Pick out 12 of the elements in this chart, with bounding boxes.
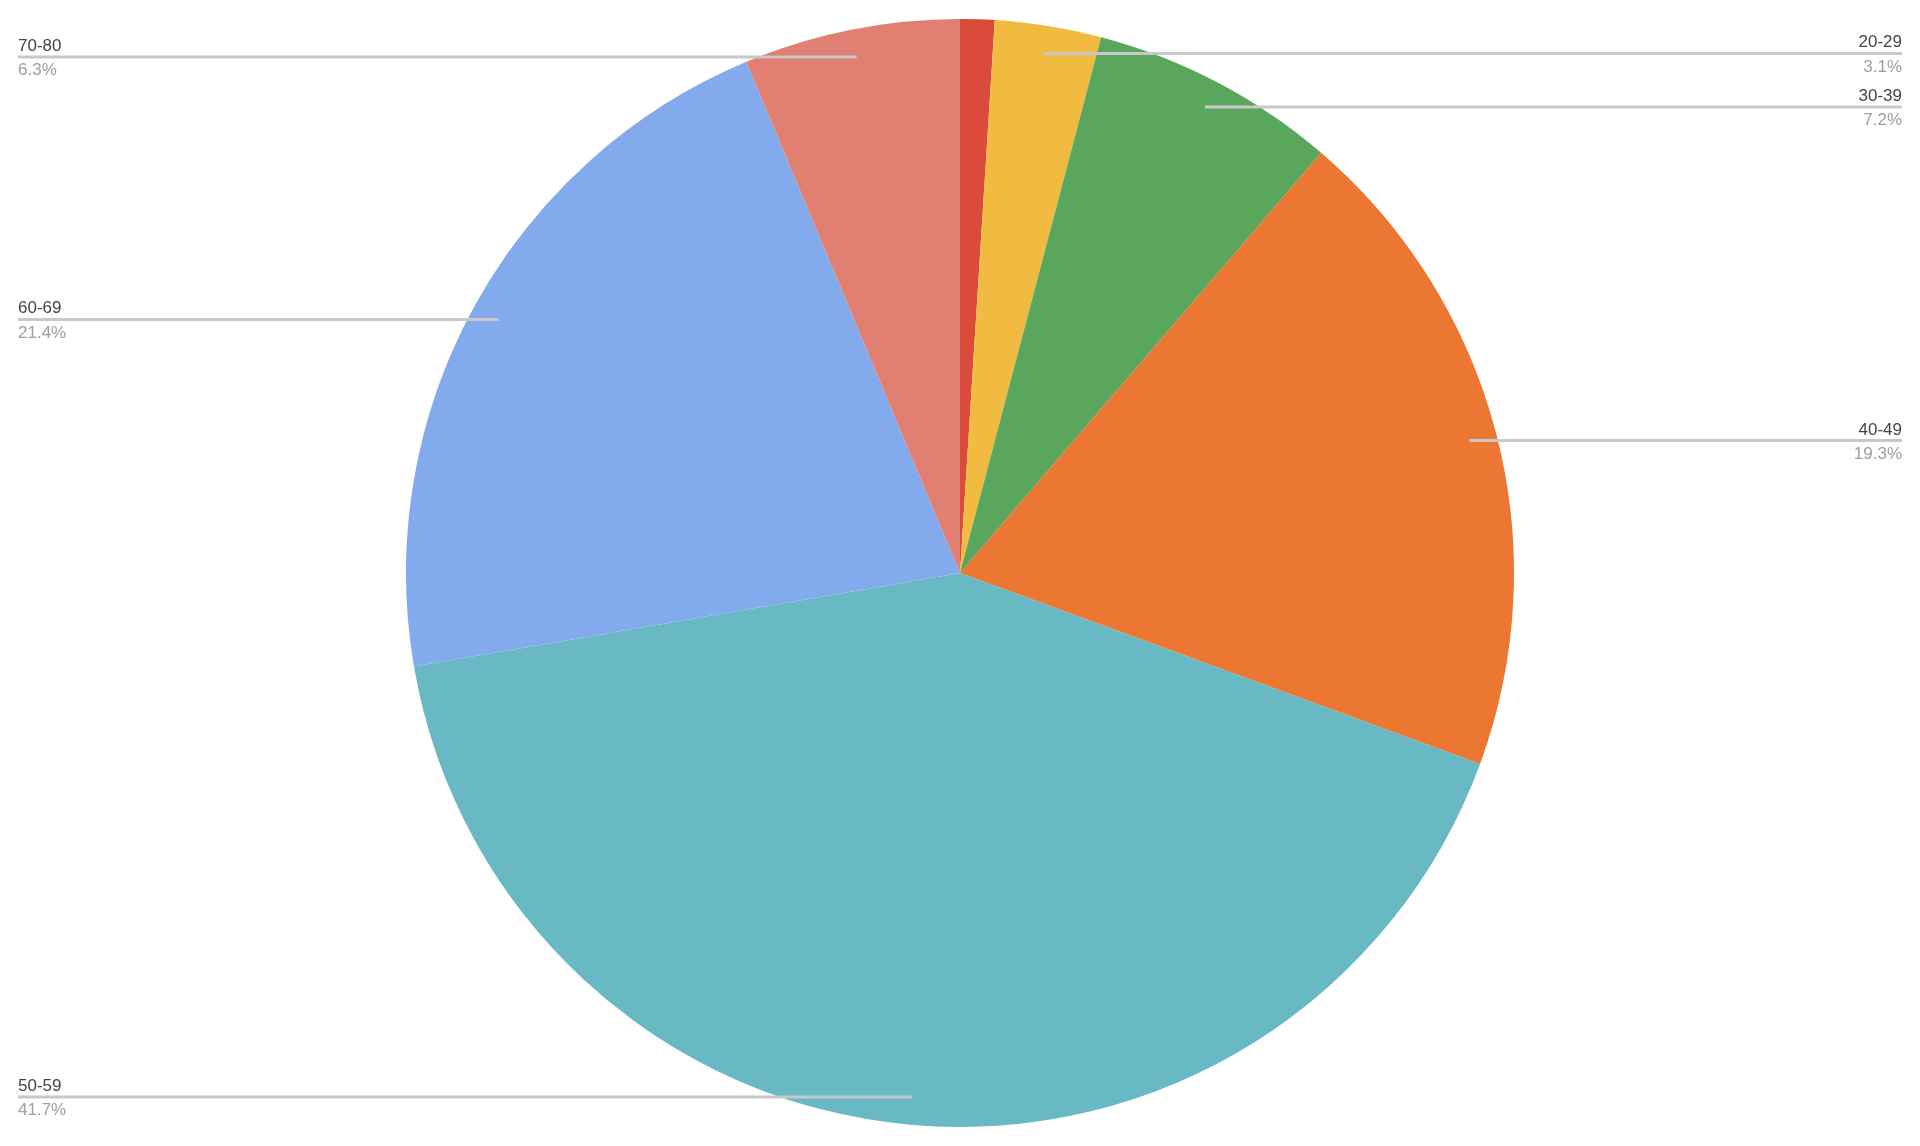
slice-label: 30-39	[1858, 86, 1902, 106]
data-label: 41.7%	[18, 1100, 67, 1120]
data-label: 6.3%	[18, 60, 57, 80]
data-label: 3.1%	[1863, 56, 1902, 76]
data-label: 21.4%	[18, 322, 67, 342]
slice-label: 20-29	[1858, 32, 1902, 52]
slice-label: 40-49	[1858, 419, 1902, 439]
slice-label: 60-69	[18, 298, 62, 318]
data-label: 7.2%	[1863, 110, 1902, 130]
data-label: 19.3%	[1853, 443, 1902, 463]
slice-label: 70-80	[18, 35, 62, 55]
slice-label: 50-59	[18, 1076, 62, 1096]
